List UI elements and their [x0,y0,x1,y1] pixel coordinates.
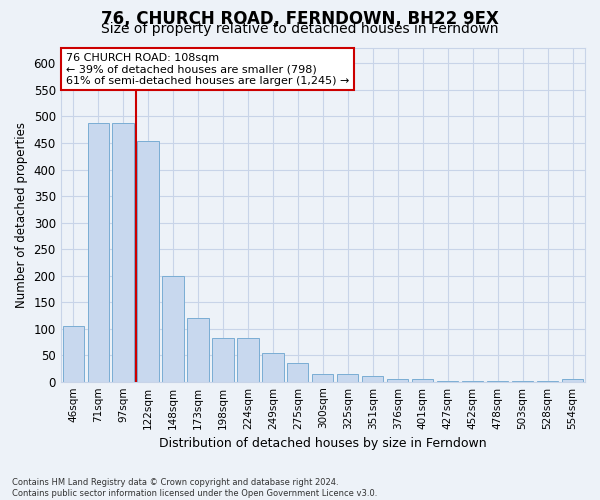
Bar [412,379,433,382]
Y-axis label: Number of detached properties: Number of detached properties [15,122,28,308]
Bar [212,338,233,382]
Bar [262,352,284,382]
Bar [238,338,259,382]
Bar [562,379,583,382]
Bar [512,381,533,382]
Text: Contains HM Land Registry data © Crown copyright and database right 2024.
Contai: Contains HM Land Registry data © Crown c… [12,478,377,498]
Bar [362,376,383,382]
Bar [487,381,508,382]
X-axis label: Distribution of detached houses by size in Ferndown: Distribution of detached houses by size … [159,437,487,450]
Bar [62,326,84,382]
Bar [387,379,409,382]
Text: 76, CHURCH ROAD, FERNDOWN, BH22 9EX: 76, CHURCH ROAD, FERNDOWN, BH22 9EX [101,10,499,28]
Bar [537,381,558,382]
Bar [462,380,483,382]
Bar [88,124,109,382]
Bar [163,276,184,382]
Text: 76 CHURCH ROAD: 108sqm
← 39% of detached houses are smaller (798)
61% of semi-de: 76 CHURCH ROAD: 108sqm ← 39% of detached… [66,52,349,86]
Text: Size of property relative to detached houses in Ferndown: Size of property relative to detached ho… [101,22,499,36]
Bar [187,318,209,382]
Bar [312,374,334,382]
Bar [112,124,134,382]
Bar [337,374,358,382]
Bar [137,142,158,382]
Bar [437,380,458,382]
Bar [287,363,308,382]
